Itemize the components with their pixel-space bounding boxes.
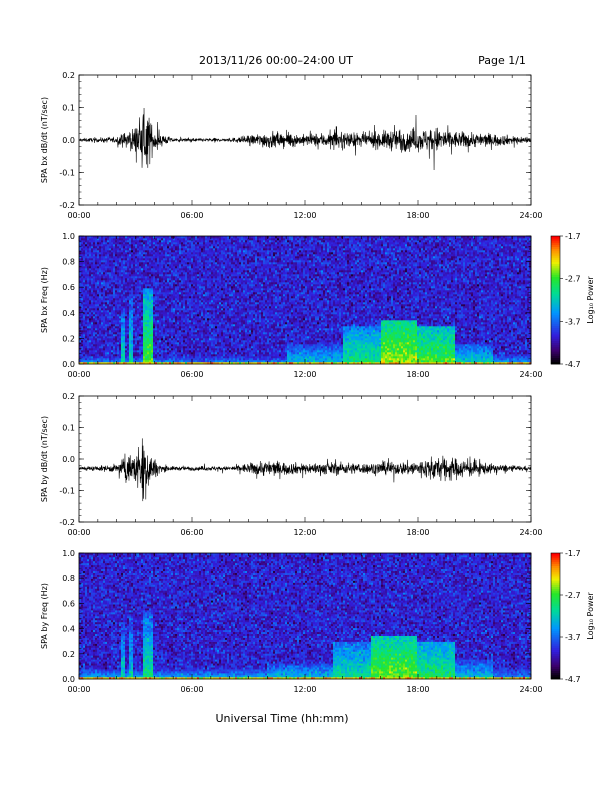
x-tick-label: 24:00 [519, 211, 542, 220]
y-tick-label: 0.1 [62, 104, 75, 113]
y-tick-label: -0.1 [59, 487, 75, 496]
x-tick-label: 00:00 [67, 370, 90, 379]
x-tick-label: 12:00 [293, 528, 316, 537]
x-axis-label: Universal Time (hh:mm) [216, 712, 349, 725]
y-tick-label: -0.2 [59, 201, 75, 210]
colorbar: -1.7 -2.7 -3.7 -4.7 Log₁₀ Power [550, 549, 595, 684]
colorbar-label: Log₁₀ Power [586, 276, 595, 324]
y-tick-label: 0.0 [62, 136, 75, 145]
x-tick-label: 06:00 [180, 685, 203, 694]
y-tick-label: 1.0 [62, 549, 75, 558]
y-tick-label: 1.0 [62, 232, 75, 241]
dbdt-trace [79, 107, 531, 170]
page-indicator: Page 1/1 [478, 54, 526, 67]
y-tick-label: 0.2 [62, 650, 75, 659]
x-tick-label: 24:00 [519, 370, 542, 379]
timeseries-panel: 00:00 06:00 12:00 18:00 24:00 0.2 0.1 0.0 -0.1 -0… [40, 71, 543, 220]
x-tick-label: 24:00 [519, 685, 542, 694]
spectrogram-panel: -1.7 -2.7 -3.7 -4.7 Log₁₀ Power 00:00 06:00 12:… [40, 549, 595, 694]
dbdt-trace [79, 438, 531, 502]
x-tick-label: 12:00 [293, 685, 316, 694]
x-tick-label: 06:00 [180, 211, 203, 220]
y-axis-label: SPA bx Freq (Hz) [40, 267, 49, 333]
y-tick-label: 0.0 [62, 675, 75, 684]
y-tick-label: -0.2 [59, 518, 75, 527]
x-tick-label: 18:00 [406, 211, 429, 220]
y-tick-label: 0.2 [62, 334, 75, 343]
spectrogram [79, 236, 532, 365]
y-tick-label: -0.1 [59, 169, 75, 178]
y-tick-label: 0.1 [62, 424, 75, 433]
colorbar-tick-label: -1.7 [565, 549, 581, 558]
y-axis-label: SPA bx dB/dt (nT/sec) [40, 97, 49, 183]
x-tick-label: 00:00 [67, 528, 90, 537]
colorbar-label: Log₁₀ Power [586, 592, 595, 640]
y-axis-label: SPA by dB/dt (nT/sec) [40, 416, 49, 502]
plot-frame [78, 395, 532, 523]
colorbar-tick-label: -1.7 [565, 232, 581, 241]
x-tick-label: 00:00 [67, 211, 90, 220]
y-tick-label: 0.4 [62, 625, 75, 634]
y-tick-label: 0.6 [62, 283, 75, 292]
timeseries-panel: 00:00 06:00 12:00 18:00 24:00 0.2 0.1 0.0 -0.1 -0… [40, 392, 543, 537]
x-tick-label: 24:00 [519, 528, 542, 537]
x-tick-label: 12:00 [293, 370, 316, 379]
x-tick-label: 12:00 [293, 211, 316, 220]
colorbar-tick-label: -2.7 [565, 591, 581, 600]
colorbar-tick-label: -4.7 [565, 675, 581, 684]
x-tick-label: 06:00 [180, 528, 203, 537]
x-tick-label: 00:00 [67, 685, 90, 694]
x-tick-label: 06:00 [180, 370, 203, 379]
spectrogram-panel: -1.7 -2.7 -3.7 -4.7 Log₁₀ Power 00:00 06:00 12:… [40, 232, 595, 379]
x-tick-label: 18:00 [406, 370, 429, 379]
y-tick-label: 0.2 [62, 392, 75, 401]
colorbar-tick-label: -2.7 [565, 275, 581, 284]
colorbar-tick-label: -3.7 [565, 633, 581, 642]
y-tick-label: 0.8 [62, 574, 75, 583]
y-tick-label: 0.8 [62, 258, 75, 267]
colorbar: -1.7 -2.7 -3.7 -4.7 Log₁₀ Power [550, 232, 595, 369]
x-tick-label: 18:00 [406, 528, 429, 537]
colorbar-frame [550, 552, 561, 680]
spectrogram [79, 553, 532, 680]
y-tick-label: 0.4 [62, 309, 75, 318]
colorbar-tick-label: -4.7 [565, 360, 581, 369]
y-tick-label: 0.6 [62, 599, 75, 608]
y-tick-label: 0.2 [62, 71, 75, 80]
y-axis-label: SPA by Freq (Hz) [40, 583, 49, 649]
colorbar-frame [550, 235, 561, 365]
colorbar-tick-label: -3.7 [565, 317, 581, 326]
y-tick-label: 0.0 [62, 455, 75, 464]
y-tick-label: 0.0 [62, 360, 75, 369]
x-tick-label: 18:00 [406, 685, 429, 694]
figure-title: 2013/11/26 00:00–24:00 UT [199, 54, 353, 67]
